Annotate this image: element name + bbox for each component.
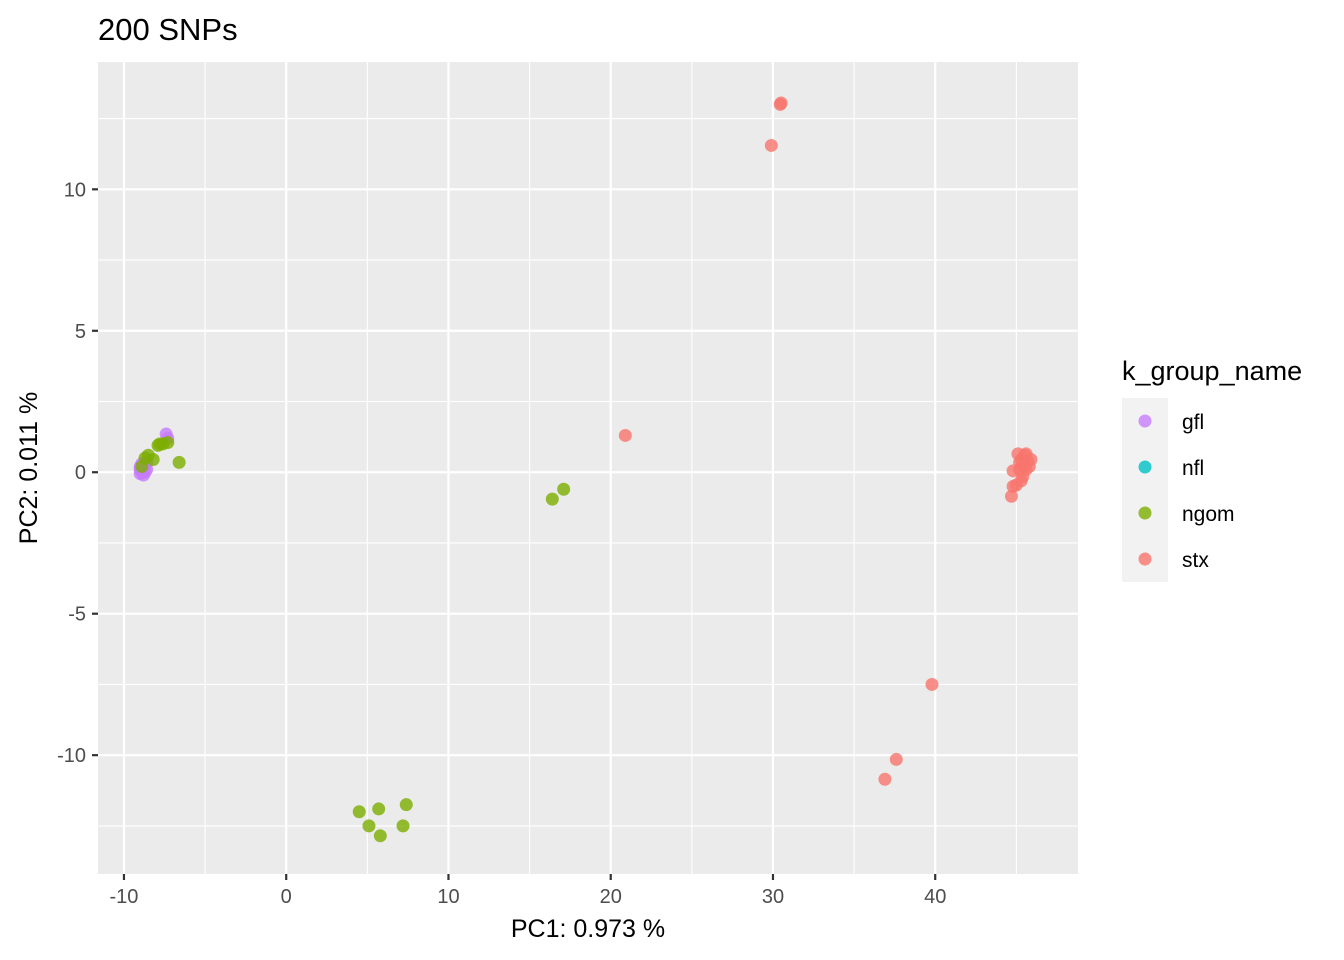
legend-label-stx: stx — [1182, 549, 1209, 572]
legend-label-gfl: gfl — [1182, 411, 1204, 434]
data-point-ngom — [362, 819, 376, 833]
legend-key-nfl — [1138, 460, 1152, 474]
legend-key-stx — [1138, 552, 1152, 566]
y-tick-label: -10 — [57, 745, 86, 767]
axis-ticks — [92, 188, 937, 880]
data-point-stx — [1022, 460, 1036, 474]
legend-key-gfl — [1138, 414, 1152, 428]
data-point-stx — [878, 772, 892, 786]
chart-title: 200 SNPs — [98, 12, 238, 47]
data-point-ngom — [153, 437, 167, 451]
x-tick-label: 30 — [762, 886, 784, 908]
x-tick-label: 10 — [437, 886, 459, 908]
legend-label-nfl: nfl — [1182, 457, 1204, 480]
data-point-ngom — [373, 829, 387, 843]
y-axis-tick-labels: -10 -5 0 5 10 — [57, 179, 86, 767]
data-point-stx — [1004, 489, 1018, 503]
legend: k_group_name gfl nfl ngom stx — [1122, 356, 1302, 582]
data-point-stx — [925, 677, 939, 691]
x-tick-label: 20 — [600, 886, 622, 908]
data-point-stx — [618, 428, 632, 442]
y-tick-label: -5 — [68, 604, 86, 626]
data-point-ngom — [135, 460, 149, 474]
data-point-ngom — [557, 482, 571, 496]
data-point-stx — [773, 97, 787, 111]
x-tick-label: 0 — [281, 886, 292, 908]
legend-items: gfl nfl ngom stx — [1138, 411, 1235, 572]
plot-panel — [98, 62, 1078, 874]
data-point-ngom — [396, 819, 410, 833]
data-point-ngom — [146, 453, 160, 467]
data-point-ngom — [352, 805, 366, 819]
data-point-stx — [1019, 447, 1033, 461]
data-point-ngom — [372, 802, 386, 816]
legend-key-ngom — [1138, 506, 1152, 520]
y-tick-label: 0 — [75, 462, 86, 484]
data-point-ngom — [172, 455, 186, 469]
y-tick-label: 5 — [75, 321, 86, 343]
y-tick-label: 10 — [64, 179, 86, 201]
legend-key-background — [1122, 398, 1168, 582]
data-point-stx — [889, 752, 903, 766]
y-axis-title: PC2: 0.011 % — [15, 392, 43, 544]
major-gridlines — [98, 62, 1078, 874]
x-tick-label: 40 — [924, 886, 946, 908]
data-point-stx — [1016, 469, 1030, 483]
legend-label-ngom: ngom — [1182, 503, 1235, 526]
data-points — [133, 96, 1038, 843]
data-point-ngom — [399, 798, 413, 812]
x-axis-title: PC1: 0.973 % — [511, 915, 665, 943]
data-point-ngom — [545, 492, 559, 506]
legend-title: k_group_name — [1122, 356, 1302, 386]
x-axis-tick-labels: -10 0 10 20 30 40 — [110, 886, 947, 908]
data-point-stx — [764, 138, 778, 152]
x-tick-label: -10 — [110, 886, 139, 908]
